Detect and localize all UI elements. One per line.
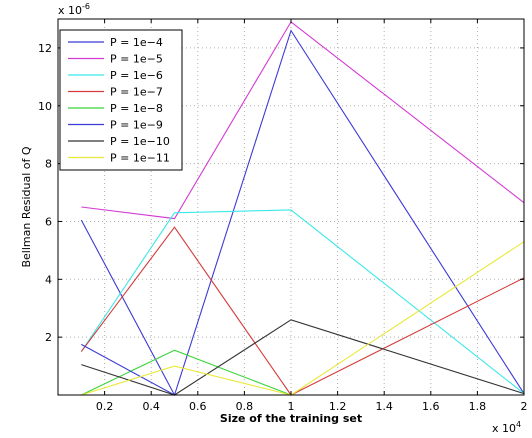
y-multiplier-base: x 10	[58, 4, 82, 17]
legend-entry: P = 1e−8	[110, 102, 163, 115]
x-tick-label: 2	[521, 400, 528, 413]
legend-entry: P = 1e−10	[110, 135, 170, 148]
x-tick-label: 1.6	[422, 400, 440, 413]
y-tick-label: 12	[38, 42, 52, 55]
x-axis-label: Size of the training set	[220, 412, 362, 425]
legend-entry: P = 1e−4	[110, 36, 163, 49]
series-line-2	[81, 21, 525, 220]
y-tick-label: 8	[45, 158, 52, 171]
series-line-8	[81, 241, 525, 396]
legend-entry: P = 1e−9	[110, 119, 163, 132]
legend-entry: P = 1e−5	[110, 53, 163, 66]
x-tick-label: 1.8	[469, 400, 487, 413]
series-line-4	[80, 226, 525, 396]
x-tick-label: 0.4	[142, 400, 160, 413]
series-lines	[80, 21, 525, 397]
x-multiplier-base: x 10	[492, 422, 516, 435]
y-tick-label: 2	[45, 331, 52, 344]
series-line-7	[81, 319, 525, 396]
series-line-1	[80, 29, 525, 397]
x-tick-label: 1.2	[329, 400, 347, 413]
x-multiplier: x 104	[492, 420, 521, 435]
y-axis-label: Bellman Residual of Q	[20, 146, 33, 267]
axis-ticks: 0.2 0.4 0.6 0.8 1 1.2 1.4 1.6 1.8 2 2 4 6 8 10 12	[38, 19, 528, 413]
x-tick-label: 1	[288, 400, 295, 413]
x-tick-label: 1.4	[375, 400, 393, 413]
x-tick-label: 0.8	[236, 400, 254, 413]
x-tick-label: 0.2	[96, 400, 114, 413]
series-line-3	[80, 209, 525, 395]
y-tick-label: 4	[45, 273, 52, 286]
x-multiplier-exponent: 4	[516, 420, 521, 429]
legend-entry: P = 1e−7	[110, 86, 163, 99]
legend-entry: P = 1e−11	[110, 152, 170, 165]
y-multiplier-exponent: -6	[82, 2, 90, 11]
y-tick-label: 6	[45, 215, 52, 228]
y-multiplier: x 10-6	[58, 2, 90, 17]
x-tick-label: 0.6	[189, 400, 207, 413]
legend: P = 1e−4 P = 1e−5 P = 1e−6 P = 1e−7 P = 1e−8…	[59, 29, 183, 171]
legend-entry: P = 1e−6	[110, 69, 163, 82]
legend-box	[59, 29, 183, 171]
y-tick-label: 10	[38, 100, 52, 113]
